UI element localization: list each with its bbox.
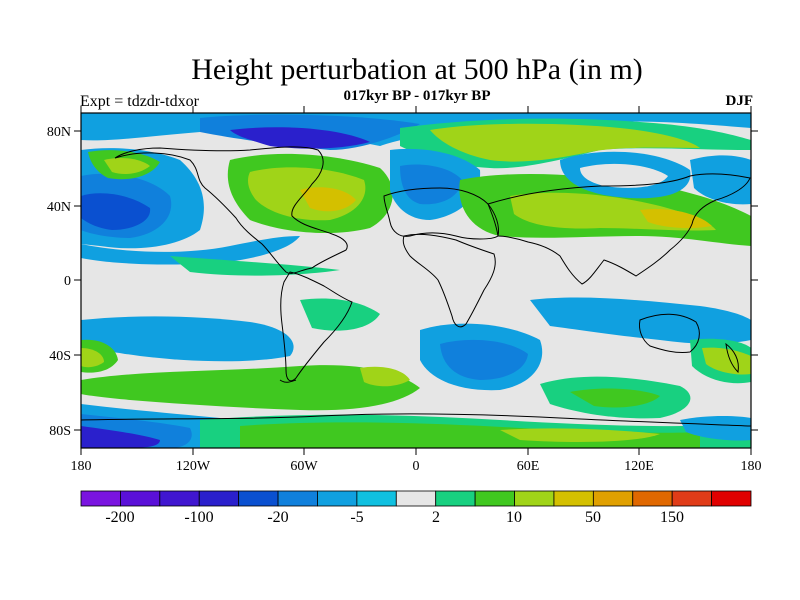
colorbar-swatch [711,490,752,507]
season-label: DJF [725,93,754,109]
y-tick-label: 80S [49,424,71,439]
x-tick-marks [80,106,752,455]
colorbar-label: -5 [350,509,363,526]
map-title: Height perturbation at 500 hPa (in m) [191,53,643,86]
colorbar-swatch [238,490,279,507]
colorbar-swatch [317,490,358,507]
colorbar-labels: -200 -100 -20 -5 2 10 50 150 [105,509,684,526]
colorbar-label: 150 [660,509,684,526]
x-tick-label: 120E [624,459,654,474]
colorbar-label: 2 [432,509,440,526]
colorbar-label: -20 [267,509,288,526]
colorbar-swatch [80,490,121,507]
colorbar-swatch [632,490,673,507]
colorbar-swatch [159,490,200,507]
colorbar [80,490,752,507]
x-tick-label: 180 [741,459,762,474]
colorbar-swatch [671,490,712,507]
x-tick-label: 60W [290,459,318,474]
colorbar-swatch [435,490,476,507]
y-tick-label: 40N [47,200,71,215]
x-tick-label: 180 [71,459,92,474]
colorbar-label: -200 [105,509,134,526]
colorbar-label: 10 [506,509,522,526]
map-subtitle: 017kyr BP - 017kyr BP [343,88,491,104]
y-tick-label: 0 [64,274,71,289]
colorbar-swatch [592,490,634,507]
colorbar-swatch [395,490,437,507]
colorbar-swatch [356,490,397,507]
colorbar-swatch [514,490,555,507]
x-tick-labels: 180 120W 60W 0 60E 120E 180 [71,459,762,474]
colorbar-label: -100 [184,509,213,526]
contour-field [81,113,751,448]
coastlines [81,146,751,427]
colorbar-swatch [277,490,318,507]
x-tick-label: 120W [176,459,211,474]
y-tick-marks [74,130,758,431]
experiment-label: Expt = tdzdr-tdxor [80,93,199,110]
colorbar-swatch [120,490,161,507]
colorbar-swatch [198,490,240,507]
y-tick-labels: 80N 40N 0 40S 80S [47,125,71,439]
colorbar-swatch [474,490,515,507]
x-tick-label: 0 [413,459,420,474]
y-tick-label: 40S [49,349,71,364]
y-tick-label: 80N [47,125,71,140]
x-tick-label: 60E [517,459,540,474]
colorbar-label: 50 [585,509,601,526]
colorbar-swatch [553,490,594,507]
